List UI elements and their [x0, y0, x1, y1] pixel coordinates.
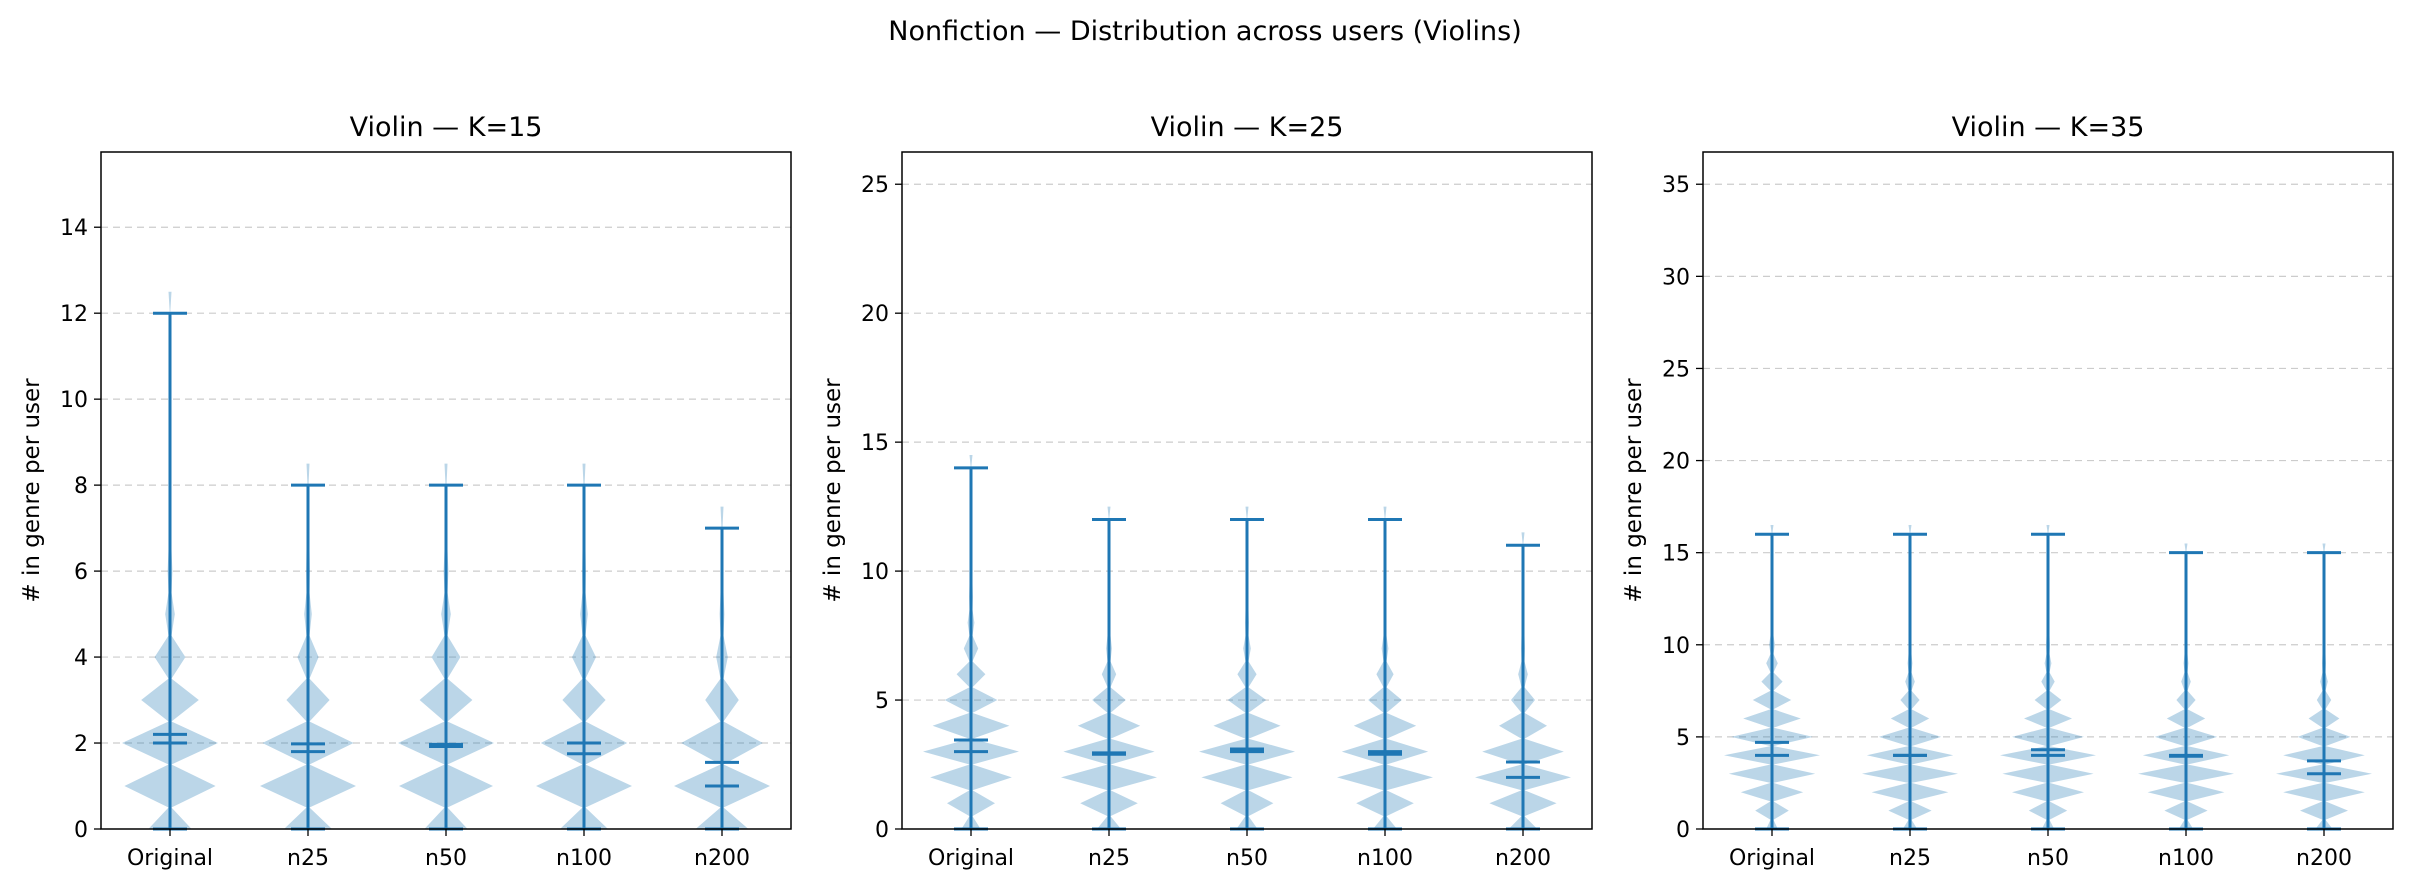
violin-n200 [1475, 532, 1571, 831]
panel-k3: 0 5 10 15 20 25 30 35 Original n25 n50 n100 n200 Viol… [1621, 112, 2394, 871]
x-tick-label: n25 [1088, 846, 1130, 871]
x-tick-label: n25 [1889, 846, 1931, 871]
y-tick-label: 15 [861, 431, 889, 456]
x-tick-label: n100 [2158, 846, 2214, 871]
violin-original [122, 291, 218, 831]
y-tick-label: 25 [861, 173, 889, 198]
violin-n50 [398, 463, 494, 831]
y-tick-label: 10 [60, 388, 88, 413]
x-tick-label: n100 [1357, 846, 1413, 871]
violin-original [923, 455, 1019, 831]
figure-title: Nonfiction — Distribution across users (… [888, 16, 1522, 47]
x-tick-label: Original [1729, 846, 1815, 871]
violin-n50 [1199, 506, 1295, 831]
x-tick-label: n100 [556, 846, 612, 871]
y-tick-label: 12 [60, 302, 88, 327]
x-tick-label: n50 [2027, 846, 2069, 871]
x-tick-label: n25 [287, 846, 329, 871]
y-tick-label: 0 [1676, 818, 1690, 843]
violin-n100 [2138, 543, 2234, 831]
x-tick-label: Original [928, 846, 1014, 871]
violin-n100 [1337, 506, 1433, 831]
violin-n200 [674, 506, 770, 831]
y-tick-label: 10 [861, 560, 889, 585]
violin-n25 [1862, 525, 1958, 831]
y-tick-label: 8 [74, 474, 88, 499]
x-tick-label: Original [127, 846, 213, 871]
x-tick-label: n200 [1495, 846, 1551, 871]
y-tick-label: 2 [74, 732, 88, 757]
y-tick-label: 30 [1662, 265, 1690, 290]
violin-n100 [536, 463, 632, 831]
panel-title: Violin — K=25 [1151, 112, 1344, 143]
y-tick-label: 15 [1662, 542, 1690, 567]
y-tick-label: 5 [875, 689, 889, 714]
y-tick-label: 14 [60, 216, 88, 241]
x-tick-label: n50 [1226, 846, 1268, 871]
y-tick-label: 0 [875, 818, 889, 843]
panel-title: Violin — K=35 [1952, 112, 2145, 143]
y-tick-label: 10 [1662, 634, 1690, 659]
violin-original [1724, 525, 1820, 831]
y-axis-label: # in genre per user [820, 378, 846, 603]
violin-n200 [2276, 543, 2372, 831]
violin-n50 [2000, 525, 2096, 831]
x-tick-label: n200 [2296, 846, 2352, 871]
y-axis-label: # in genre per user [1621, 378, 1647, 603]
y-tick-label: 20 [861, 302, 889, 327]
y-axis-label: # in genre per user [19, 378, 45, 603]
panel-k2: 0 5 10 15 20 25 Original n25 n50 n100 n200 Violin —… [820, 112, 1593, 871]
y-tick-label: 35 [1662, 173, 1690, 198]
panel-k1: 0 2 4 6 8 10 12 14 Original n25 n50 n100 n200 Violin … [19, 112, 792, 871]
x-tick-label: n200 [694, 846, 750, 871]
y-tick-label: 4 [74, 646, 88, 671]
y-tick-label: 6 [74, 560, 88, 585]
y-tick-label: 20 [1662, 450, 1690, 475]
x-tick-label: n50 [425, 846, 467, 871]
y-tick-label: 25 [1662, 357, 1690, 382]
y-tick-label: 5 [1676, 726, 1690, 751]
violin-n25 [260, 463, 356, 831]
panel-title: Violin — K=15 [350, 112, 543, 143]
y-tick-label: 0 [74, 818, 88, 843]
violin-n25 [1061, 506, 1157, 831]
